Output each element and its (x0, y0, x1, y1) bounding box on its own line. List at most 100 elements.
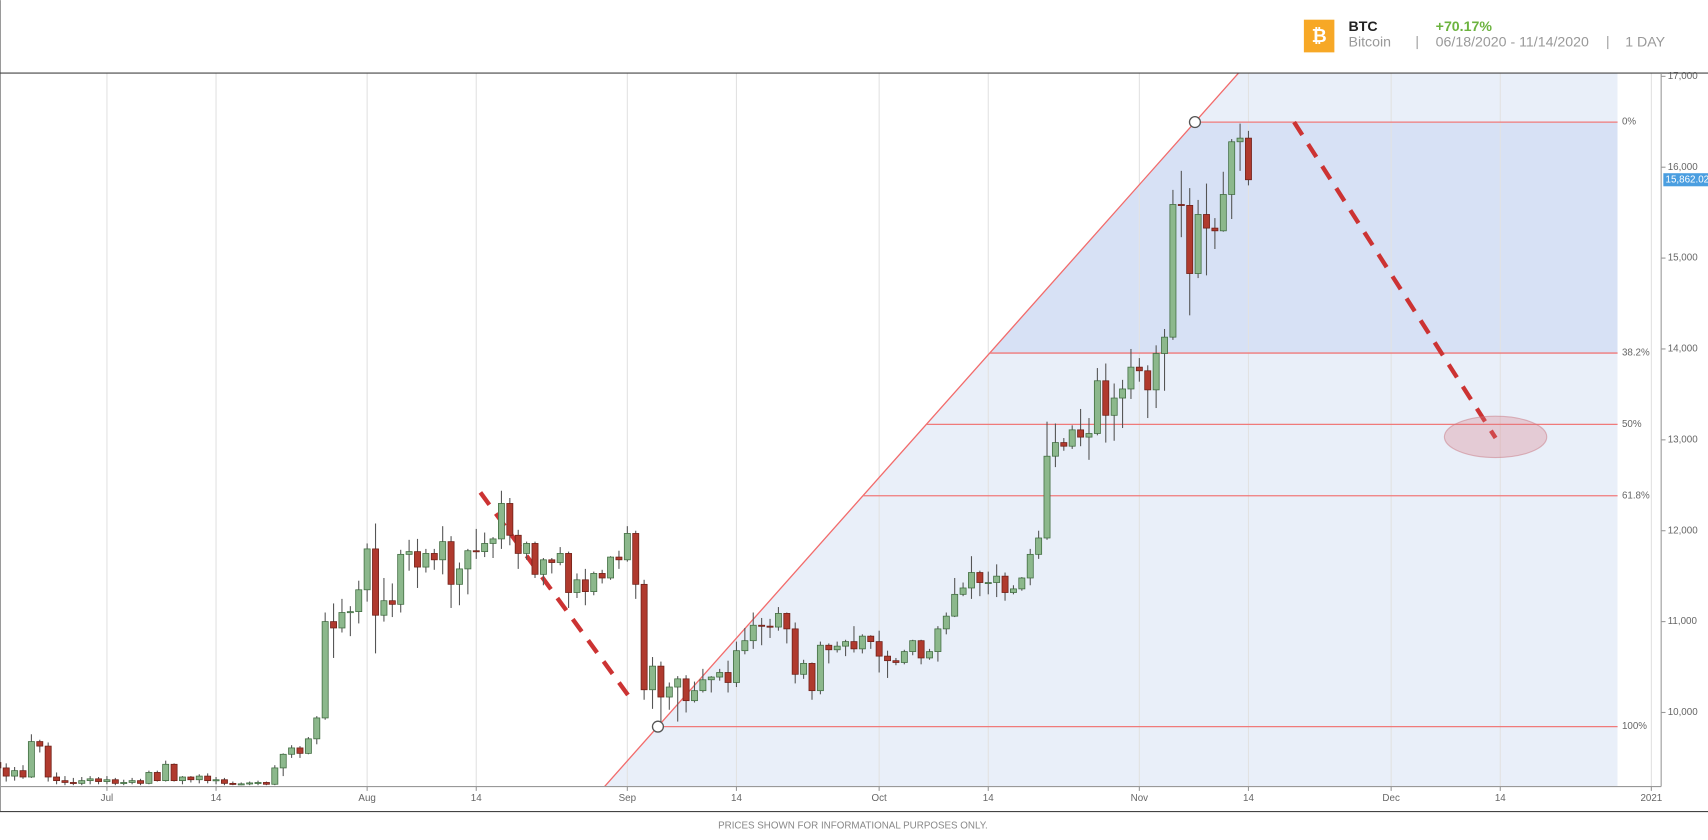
candle-body (1110, 397, 1118, 416)
fib-label: 0% (1622, 117, 1636, 128)
symbol: BTC (1349, 19, 1378, 35)
candle-body (61, 780, 69, 783)
candle-body (187, 776, 195, 781)
fib-band (989, 122, 1618, 354)
candle-body (581, 579, 589, 592)
candle-body (951, 593, 959, 617)
candle-body (833, 645, 841, 651)
candle-body (212, 779, 220, 782)
y-tick-label: 13,000 (1668, 434, 1699, 445)
fib-shading (604, 73, 1618, 787)
candle-body (808, 663, 816, 692)
candle-body (111, 779, 119, 784)
candle-body (623, 533, 631, 561)
candle-body (791, 628, 799, 675)
logo (1303, 19, 1335, 53)
candle-body (1144, 370, 1152, 391)
candle-body (11, 770, 19, 777)
candle-body (439, 541, 447, 561)
candle-body (36, 741, 44, 747)
candle-body (1219, 194, 1227, 232)
candle-body (665, 686, 673, 698)
candle-body (237, 783, 245, 786)
y-tick-label: 11,000 (1668, 616, 1698, 627)
candle-body (1135, 366, 1143, 372)
x-tick-label: Oct (872, 793, 888, 804)
y-tick-label: 16,000 (1668, 162, 1699, 173)
candle-body (2, 767, 10, 777)
candle-body (153, 772, 161, 782)
candle-body (900, 651, 908, 663)
candle-body (917, 640, 925, 659)
candle-body (800, 663, 808, 675)
candle-body (716, 672, 724, 678)
fib-label: 100% (1622, 721, 1647, 732)
x-tick-label: 14 (471, 793, 482, 804)
candle-body (456, 568, 463, 585)
candle-body (1026, 553, 1034, 579)
candle-body (741, 640, 749, 652)
y-tick-label: 10,000 (1668, 707, 1699, 718)
candle-body (464, 550, 472, 570)
candle-body (984, 582, 992, 584)
candle-body (1245, 137, 1252, 181)
anchor-point (1188, 115, 1202, 129)
candle-body (1093, 380, 1101, 434)
candle-body (783, 613, 791, 630)
candle-body (254, 782, 262, 784)
asset-name: Bitcoin (1349, 34, 1391, 50)
candle-body (422, 553, 430, 568)
candle-body (632, 533, 640, 585)
candle-body (288, 747, 296, 755)
fib-label: 50% (1622, 419, 1642, 430)
candle-body (1186, 204, 1194, 274)
candle-body (120, 782, 128, 784)
y-tick-label: 15,000 (1668, 253, 1699, 264)
candle-body (573, 579, 581, 593)
candles (0, 123, 1252, 786)
candle-body (204, 775, 212, 782)
candle-body (313, 717, 321, 740)
candle-body (1119, 388, 1126, 399)
candle-body (1102, 380, 1110, 416)
candle-body (1068, 429, 1076, 447)
change: +70.17% (1436, 19, 1493, 35)
candle-body (380, 600, 388, 616)
candle-body (1035, 537, 1043, 555)
candle-body (615, 556, 623, 561)
candle-body (405, 551, 413, 555)
candle-body (825, 644, 833, 651)
candle-body (388, 600, 396, 605)
candle-body (53, 776, 61, 782)
candle-body (221, 779, 228, 784)
candle-body (262, 782, 270, 785)
candle-body (296, 747, 304, 754)
x-tick-label: 14 (731, 793, 742, 804)
dashed-arrow (478, 491, 632, 699)
candle-body (271, 767, 279, 785)
y-tick-label: 12,000 (1668, 525, 1699, 536)
candle-body (430, 553, 438, 561)
candle-body (170, 763, 178, 782)
candle-body (640, 583, 648, 691)
candle-body (934, 628, 942, 652)
x-tick-label: Jul (101, 793, 114, 804)
candle-body (590, 573, 598, 592)
candle-body (682, 678, 690, 702)
candle-body (539, 559, 547, 575)
candle-body (1177, 204, 1185, 206)
candle-body (1001, 575, 1009, 593)
candle-body (514, 534, 522, 554)
candle-body (414, 551, 421, 568)
candle-body (724, 672, 732, 683)
candle-body (926, 651, 933, 659)
dashed-arrow (1292, 120, 1498, 440)
candle-body (489, 538, 497, 544)
trend-line (604, 72, 1240, 787)
candle-body (1228, 141, 1236, 195)
fib-label: 38.2% (1622, 348, 1650, 359)
candle-body (447, 541, 455, 585)
candle-body (1194, 214, 1202, 274)
